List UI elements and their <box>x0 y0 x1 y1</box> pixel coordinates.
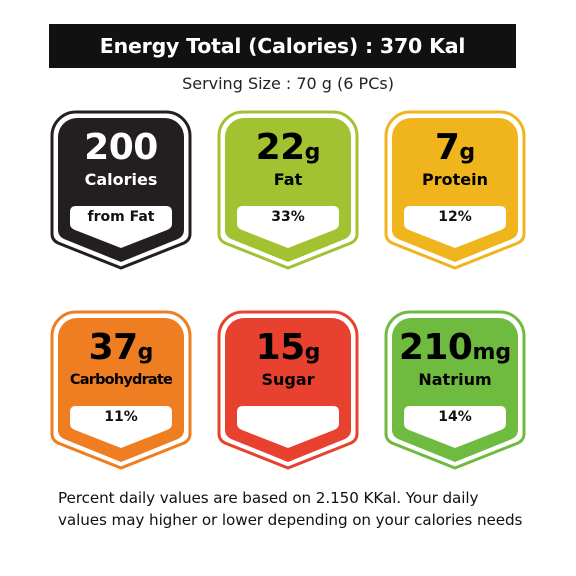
protein-badge: 7g Protein 12% <box>384 110 526 270</box>
carbohydrate-badge: 37g Carbohydrate 11% <box>50 310 192 470</box>
sugar-badge-shape <box>217 310 359 470</box>
sugar-label: Sugar <box>261 370 315 389</box>
serving-size: Serving Size : 70 g (6 PCs) <box>182 74 394 93</box>
protein-value: 7g <box>434 127 476 168</box>
calories-badge-shape <box>50 110 192 270</box>
calories-label: Calories <box>84 170 158 189</box>
energy-total-title: Energy Total (Calories) : 370 Kal <box>49 24 516 68</box>
sugar-badge: 15g Sugar <box>217 310 359 470</box>
carbohydrate-label: Carbohydrate <box>69 372 173 388</box>
fat-badge: 22g Fat 33% <box>217 110 359 270</box>
fat-label: Fat <box>273 170 303 189</box>
protein-label: Protein <box>422 170 488 189</box>
carbohydrate-percent: 11% <box>104 409 138 425</box>
calories-value: 200 <box>84 127 158 168</box>
calories-badge: 200 Calories from Fat <box>50 110 192 270</box>
fat-value: 22g <box>255 127 321 168</box>
sugar-value: 15g <box>255 327 321 368</box>
carbohydrate-badge-shape <box>50 310 192 470</box>
natrium-percent: 14% <box>438 409 472 425</box>
natrium-value: 210mg <box>398 327 512 368</box>
carbohydrate-value: 37g <box>88 327 154 368</box>
protein-badge-shape <box>384 110 526 270</box>
calories-sub: from Fat <box>87 209 155 225</box>
protein-percent: 12% <box>438 209 472 225</box>
fat-percent: 33% <box>271 209 305 225</box>
fat-badge-shape <box>217 110 359 270</box>
daily-values-note: Percent daily values are based on 2.150 … <box>58 489 523 529</box>
natrium-badge: 210mg Natrium 14% <box>384 310 526 470</box>
natrium-label: Natrium <box>418 370 492 389</box>
natrium-badge-shape <box>384 310 526 470</box>
